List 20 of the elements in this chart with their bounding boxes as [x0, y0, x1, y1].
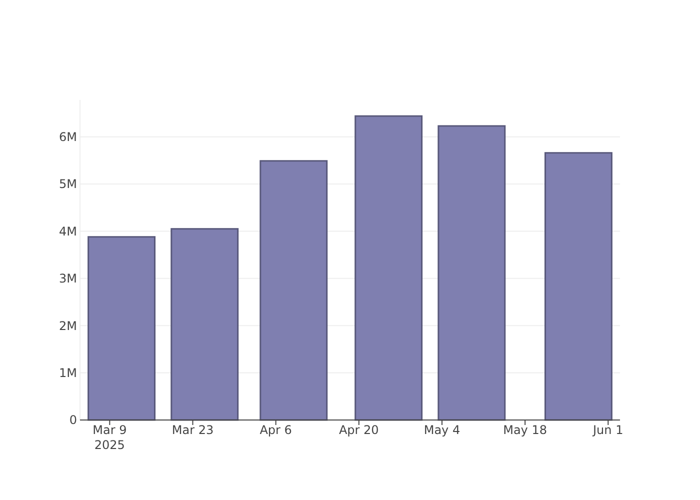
x-tick-label: Apr 6: [260, 423, 292, 437]
bar: [260, 160, 328, 421]
bar: [170, 228, 239, 421]
x-tick-label: Apr 20: [338, 423, 379, 437]
y-tick-label: 3M: [59, 272, 77, 286]
y-tick-label: 0: [69, 413, 77, 428]
y-tick-label: 5M: [59, 177, 77, 192]
bar: [438, 125, 506, 421]
x-tick-label: Mar 9 2025: [92, 423, 127, 452]
bar: [88, 236, 156, 421]
x-tick-label: May 4: [424, 423, 460, 437]
x-tick-label: Jun 1: [592, 423, 624, 437]
bar: [544, 152, 612, 421]
x-tick-label: Mar 23: [172, 423, 214, 437]
bar: [354, 115, 423, 421]
y-tick-label: 4M: [59, 224, 77, 238]
x-tick-label: May 18: [503, 423, 548, 437]
y-tick-label: 6M: [59, 130, 77, 144]
y-tick-label: 1M: [59, 366, 77, 380]
y-tick-label: 2M: [59, 318, 77, 333]
